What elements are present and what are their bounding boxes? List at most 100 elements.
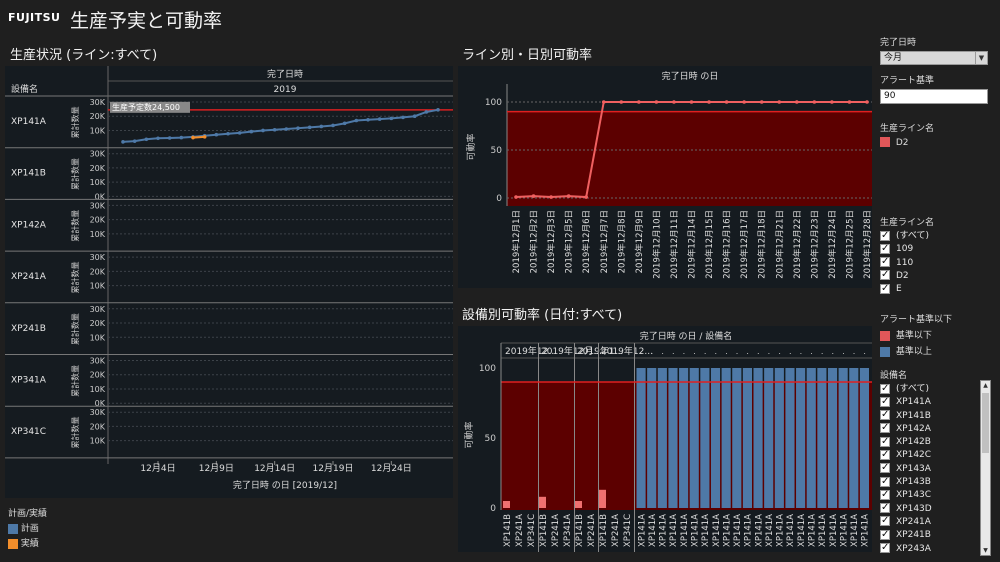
line-filter-item[interactable]: 110 (880, 255, 992, 270)
alert-legend-title: アラート基準以下 (880, 315, 953, 325)
checkbox-icon[interactable] (880, 475, 890, 488)
y-tick-label: 20K (90, 267, 106, 276)
checkbox-icon[interactable] (880, 488, 890, 501)
equipment-filter-item[interactable]: (すべて) (880, 382, 980, 396)
line-filter-item[interactable]: 109 (880, 242, 992, 256)
equipment-filter-item[interactable]: XP241B (880, 528, 980, 542)
legend-item-plan[interactable]: 計画 (8, 521, 47, 534)
x-tick-label: XP141A (776, 514, 786, 547)
x-tick-label: XP141A (818, 514, 828, 547)
d2-point (689, 100, 694, 104)
alert-legend-item-above[interactable]: 基準以上 (880, 344, 992, 357)
d2-point (584, 195, 588, 199)
equipment-filter-item[interactable]: XP143B (880, 475, 980, 489)
line-filter-item[interactable]: E (880, 282, 992, 296)
line-legend-item-d2[interactable]: D2 (880, 137, 992, 148)
d2-point (795, 100, 799, 104)
line-availability-chart: 完了日時 の日 100 50 0 可動率 2019年12月1日 2019年12月2日 2019… (465, 70, 873, 279)
x-tick-label: 2019年12月17日 (739, 210, 750, 279)
equipment-filter-item[interactable]: XP142B (880, 435, 980, 449)
row-label: XP341A (11, 376, 47, 386)
d2-point (531, 194, 536, 198)
group-ellipsis: . (789, 347, 792, 356)
scroll-up-icon[interactable]: ▲ (983, 382, 988, 389)
date-filter-dropdown[interactable]: 今月 ▼ (880, 51, 988, 65)
d2-point (724, 100, 729, 104)
checkbox-icon[interactable] (880, 395, 890, 408)
checkbox-icon[interactable] (880, 528, 890, 541)
checkbox-icon[interactable] (880, 541, 890, 554)
checkbox-icon[interactable] (880, 435, 890, 448)
equipment-filter-item[interactable]: XP141A (880, 395, 980, 409)
x-tick-label: 2019年12月1日 (511, 210, 522, 273)
below-threshold-bar (539, 496, 546, 508)
above-threshold-bar (700, 368, 710, 508)
page-title: 生産予実と可動率 (70, 10, 223, 32)
row-header: 設備名 (11, 83, 38, 95)
y-tick-label: 30K (90, 98, 106, 107)
line-filter-item[interactable]: (すべて) (880, 229, 992, 243)
y-tick-label: 20K (90, 371, 106, 380)
reference-label-bg (110, 101, 190, 113)
x-tick-label: 12月19日 (313, 463, 354, 474)
equipment-filter-item[interactable]: XP143C (880, 488, 980, 502)
plan-point (226, 131, 230, 136)
equipment-filter-item[interactable]: XP241A (880, 514, 980, 529)
x-tick-label: XP141A (765, 514, 775, 547)
checkbox-icon[interactable] (880, 501, 890, 514)
above-threshold-bar (753, 368, 763, 508)
plan-point (284, 127, 289, 131)
above-threshold-bar (817, 368, 827, 508)
plan-swatch (8, 523, 18, 534)
y-tick-label: 20K (90, 319, 106, 328)
equipment-filter-scrollbar[interactable]: ▲ ▼ (980, 380, 991, 556)
equipment-filter-item[interactable]: XP142C (880, 448, 980, 462)
checkbox-icon[interactable] (880, 421, 890, 434)
checkbox-icon[interactable] (880, 461, 890, 474)
checkbox-icon[interactable] (880, 448, 890, 461)
equipment-filter-item-label: XP143A (896, 463, 931, 474)
alert-legend-item-below[interactable]: 基準以下 (880, 328, 992, 341)
scrollbar-thumb[interactable] (982, 393, 989, 453)
checkbox-icon[interactable] (880, 242, 890, 255)
above-threshold-bar (774, 368, 784, 508)
alert-legend: アラート基準以下 基準以下 基準以上 (880, 312, 992, 357)
group-ellipsis: . (736, 347, 739, 356)
plan-point (214, 132, 219, 137)
equipment-filter-item[interactable]: XP142A (880, 421, 980, 436)
x-tick-label: XP141A (680, 514, 690, 547)
group-ellipsis: . (683, 347, 686, 356)
x-tick-label: XP141A (754, 514, 764, 547)
checkbox-icon[interactable] (880, 282, 890, 295)
checkbox-icon[interactable] (880, 255, 890, 268)
alert-threshold-input[interactable]: 90 (880, 89, 988, 104)
x-tick-label: XP141A (648, 514, 658, 547)
checkbox-icon[interactable] (880, 408, 890, 421)
checkbox-icon[interactable] (880, 382, 890, 395)
line-filter-item[interactable]: D2 (880, 268, 992, 283)
x-tick-label: XP141A (691, 514, 701, 547)
equipment-filter-item-label: XP142C (896, 450, 932, 461)
y-tick-label: 10K (90, 437, 106, 446)
y-tick-label: 30K (90, 253, 106, 262)
plan-point (296, 126, 300, 130)
y-tick-label: 10K (90, 333, 106, 342)
equipment-filter-item[interactable]: XP243A (880, 541, 980, 556)
legend-item-actual[interactable]: 実績 (8, 536, 47, 549)
equipment-filter-item[interactable]: XP143A (880, 461, 980, 476)
checkbox-icon[interactable] (880, 229, 890, 242)
equipment-filter-item[interactable]: XP141B (880, 408, 980, 423)
d2-point (637, 100, 641, 104)
equipment-filter-item[interactable]: XP143D (880, 501, 980, 516)
checkbox-icon[interactable] (880, 514, 890, 527)
x-tick-label: 12月4日 (140, 463, 175, 474)
row-label: XP141A (11, 117, 47, 127)
legend-label: 基準以上 (895, 347, 932, 357)
row-label: XP241B (11, 324, 46, 334)
d2-point (514, 195, 518, 199)
scroll-down-icon[interactable]: ▼ (983, 547, 988, 554)
group-ellipsis: . (704, 347, 707, 356)
equipment-filter-title: 設備名 (880, 371, 908, 381)
x-tick-label: XP141A (850, 514, 860, 547)
checkbox-icon[interactable] (880, 268, 890, 281)
